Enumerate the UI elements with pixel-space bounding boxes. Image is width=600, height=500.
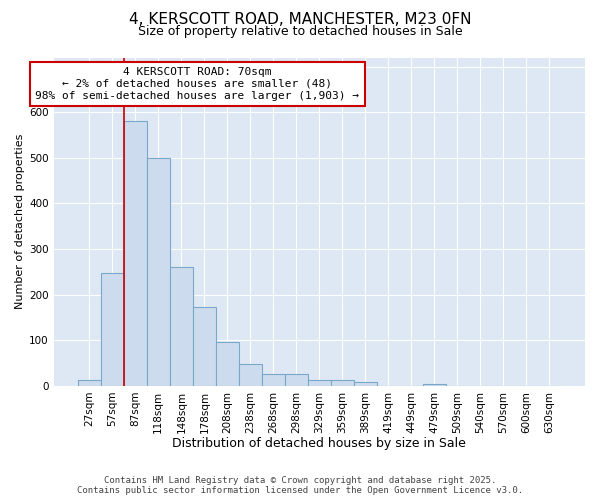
Text: Contains HM Land Registry data © Crown copyright and database right 2025.
Contai: Contains HM Land Registry data © Crown c… [77, 476, 523, 495]
Bar [193, 307, 216, 386]
Bar [354, 382, 377, 386]
Bar [331, 380, 354, 386]
Bar [285, 374, 308, 386]
Bar [124, 122, 147, 386]
Bar [216, 342, 239, 386]
Bar [78, 380, 101, 386]
Text: 4 KERSCOTT ROAD: 70sqm
← 2% of detached houses are smaller (48)
98% of semi-deta: 4 KERSCOTT ROAD: 70sqm ← 2% of detached … [35, 68, 359, 100]
Y-axis label: Number of detached properties: Number of detached properties [15, 134, 25, 310]
X-axis label: Distribution of detached houses by size in Sale: Distribution of detached houses by size … [172, 437, 466, 450]
Bar [423, 384, 446, 386]
Text: Size of property relative to detached houses in Sale: Size of property relative to detached ho… [137, 25, 463, 38]
Bar [262, 374, 285, 386]
Bar [308, 380, 331, 386]
Bar [239, 364, 262, 386]
Bar [147, 158, 170, 386]
Bar [101, 272, 124, 386]
Text: 4, KERSCOTT ROAD, MANCHESTER, M23 0FN: 4, KERSCOTT ROAD, MANCHESTER, M23 0FN [129, 12, 471, 28]
Bar [170, 268, 193, 386]
